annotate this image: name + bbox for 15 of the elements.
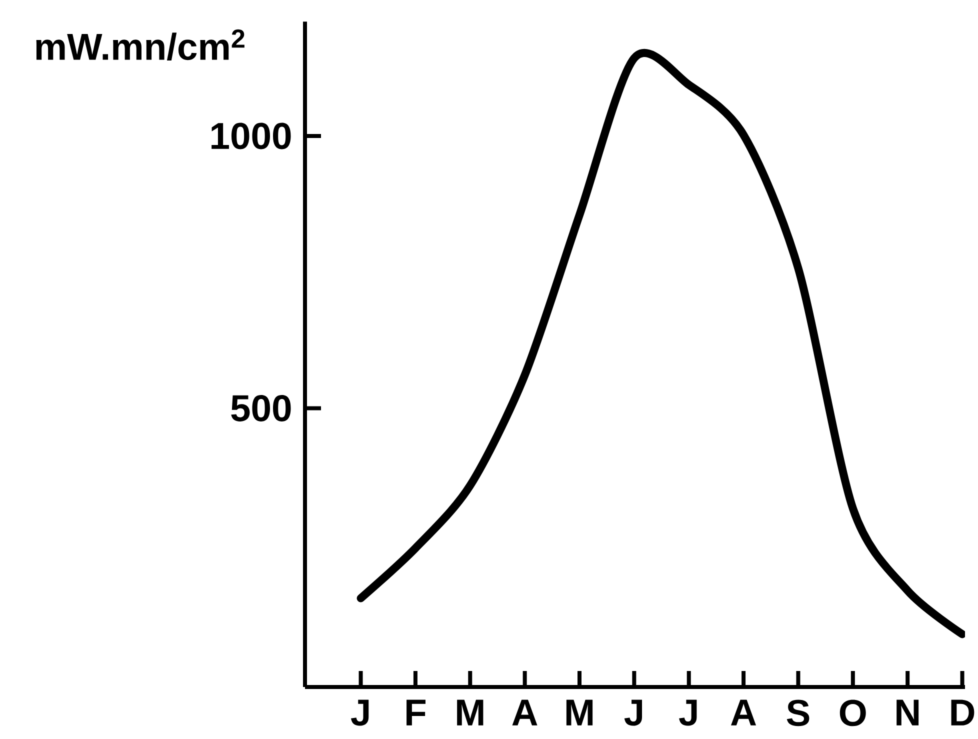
x-tick-label: A — [512, 700, 538, 726]
y-tick-label: 500 — [231, 395, 291, 422]
x-tick-label: J — [624, 700, 642, 726]
x-tick-label: M — [457, 700, 484, 726]
x-tick-label: O — [840, 700, 866, 726]
x-tick-label: S — [786, 700, 810, 726]
x-tick-label: D — [951, 700, 974, 726]
x-tick-label: J — [679, 700, 697, 726]
x-tick-label: N — [896, 700, 919, 726]
x-tick-label: A — [730, 700, 756, 726]
x-tick-label: F — [406, 700, 426, 726]
x-tick-label: M — [566, 700, 593, 726]
y-axis-title: mW.mn/cm$^{2}$ — [36, 29, 244, 60]
x-tick-label: J — [350, 700, 369, 726]
y-tick-label: 1000 — [212, 122, 291, 150]
